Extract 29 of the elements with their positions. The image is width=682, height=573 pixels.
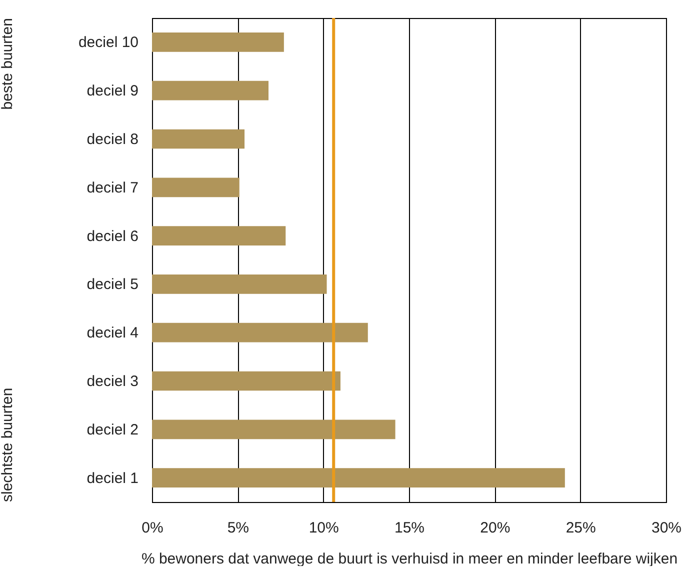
y-tick-label: deciel 9	[86, 82, 138, 100]
bar	[152, 371, 340, 391]
y-tick-label: deciel 6	[86, 228, 138, 245]
bar	[152, 274, 327, 294]
y-tick-label: deciel 3	[86, 373, 138, 390]
bar	[152, 420, 396, 440]
y-tick-label: deciel 7	[86, 179, 138, 196]
x-tick-label: 20%	[480, 520, 510, 536]
bar	[152, 322, 368, 342]
bar	[152, 80, 269, 100]
text: beste buurten	[0, 18, 16, 110]
x-tick-label: 10%	[308, 520, 339, 536]
y-tick-label: deciel 10	[78, 34, 138, 52]
y-tick-label: deciel 4	[86, 324, 138, 342]
y-tick-label: deciel 1	[86, 470, 138, 487]
x-tick-label: 5%	[227, 520, 250, 536]
bar	[152, 129, 245, 149]
y-tick-label: deciel 5	[86, 276, 138, 294]
x-tick-label: 15%	[394, 520, 425, 536]
y-tick-label: deciel 8	[86, 131, 138, 148]
bar	[152, 32, 284, 52]
bar	[152, 178, 240, 198]
bar	[152, 468, 565, 488]
y-tick-label: deciel 2	[86, 421, 138, 438]
x-tick-label: 30%	[651, 520, 682, 536]
text: slechtste buurten	[0, 388, 16, 502]
bar	[152, 226, 286, 246]
x-tick-label: 0%	[142, 520, 164, 536]
x-tick-label: 25%	[566, 520, 596, 536]
